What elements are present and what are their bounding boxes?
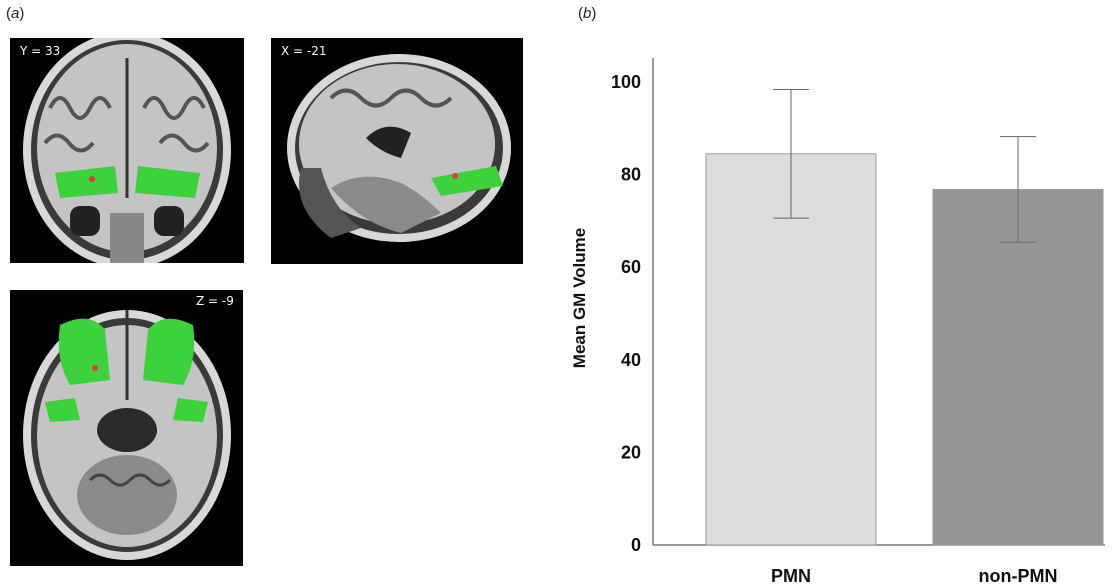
- roi-axial-left: [58, 318, 110, 385]
- sagittal-coord-label: X = -21: [281, 44, 327, 58]
- chart-bars: [705, 88, 1104, 546]
- y-tick-label: 0: [631, 535, 641, 555]
- panel-a-letter: a: [11, 5, 20, 22]
- y-tick-labels: 0 20 40 60 80 100: [611, 72, 641, 555]
- coronal-coord-label: Y = 33: [20, 44, 61, 58]
- panel-b-letter: b: [583, 5, 592, 22]
- bar-non-pmn: [932, 188, 1104, 546]
- category-label: non-PMN: [979, 566, 1058, 585]
- bar-chart: 0 20 40 60 80 100 PMN non-PMN Mean GM Volume: [570, 58, 1105, 585]
- panel-a-label: (a): [6, 5, 25, 22]
- x-category-labels: PMN non-PMN: [771, 566, 1057, 585]
- y-tick-label: 60: [621, 257, 641, 277]
- sagittal-brain-image: [287, 54, 511, 242]
- category-label: PMN: [771, 566, 811, 585]
- bar-pmn: [705, 153, 877, 546]
- axial-brain-slice: Z = -9: [10, 290, 243, 566]
- y-tick-label: 20: [621, 442, 641, 462]
- axial-coord-label: Z = -9: [196, 294, 234, 308]
- sagittal-brain-slice: X = -21: [271, 38, 523, 264]
- y-tick-label: 100: [611, 72, 641, 92]
- axial-brain-image: [23, 310, 231, 560]
- roi-axial-right: [143, 318, 195, 385]
- roi-left: [55, 166, 118, 198]
- panel-b-label: (b): [578, 5, 597, 22]
- coronal-brain-slice: Y = 33: [10, 38, 244, 263]
- y-tick-label: 40: [621, 350, 641, 370]
- y-axis-label: Mean GM Volume: [570, 228, 589, 368]
- roi-right: [135, 166, 200, 198]
- roi-sagittal: [431, 166, 503, 196]
- coronal-brain-image: [23, 38, 231, 263]
- y-tick-label: 80: [621, 165, 641, 185]
